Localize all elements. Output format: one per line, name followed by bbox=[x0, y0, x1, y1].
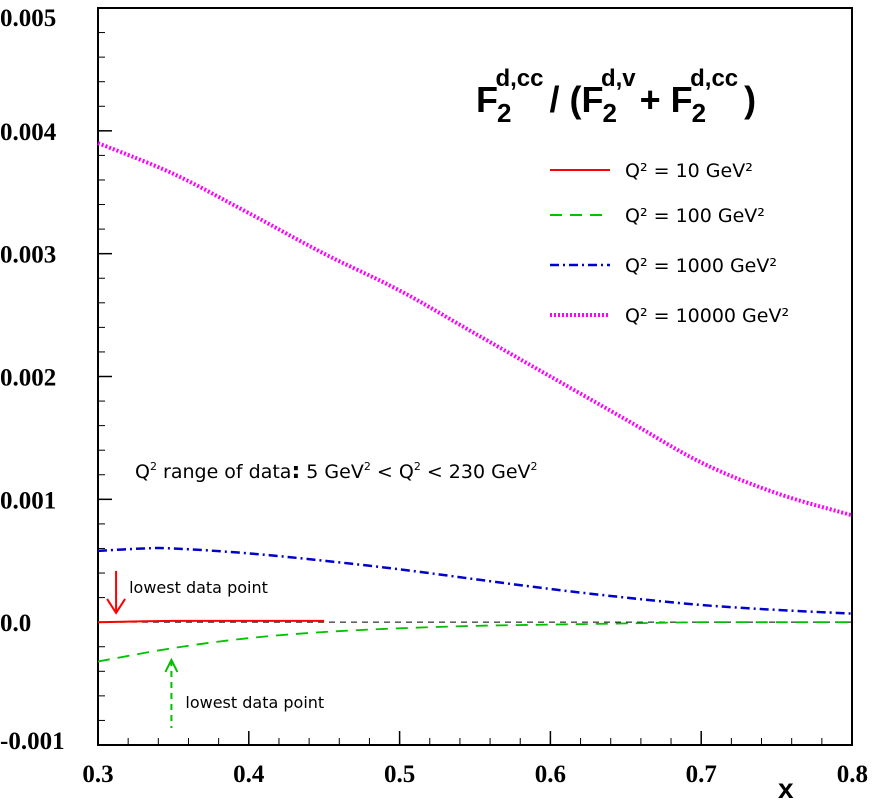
legend-label-q2-100: Q² = 100 GeV² bbox=[625, 205, 765, 227]
y-tick-label: 0.001 bbox=[0, 487, 56, 514]
plot-border bbox=[97, 7, 853, 746]
y-tick-label: -0.001 bbox=[0, 728, 65, 755]
range-part-7: 2 bbox=[414, 460, 421, 473]
x-tick-label: 0.7 bbox=[686, 761, 717, 788]
series-line-3 bbox=[97, 141, 853, 518]
axis-ticks bbox=[97, 7, 853, 746]
legend: Q² = 10 GeV² Q² = 100 GeV² Q² = 1000 GeV… bbox=[550, 160, 789, 327]
axis-tick-labels: 0.3 0.4 0.5 0.6 0.7 0.8 -0.001 0.0 0.001 0.002 0.0… bbox=[0, 5, 868, 788]
title-part-6: + F bbox=[640, 79, 693, 120]
x-tick-label: 0.5 bbox=[384, 761, 415, 788]
range-part-2: range of data bbox=[157, 461, 291, 483]
range-part-4: 5 GeV bbox=[300, 461, 364, 483]
y-tick-label: 0.003 bbox=[0, 242, 56, 269]
range-part-6: < Q bbox=[371, 461, 414, 483]
annotations: lowest data point lowest data point bbox=[106, 570, 324, 728]
range-part-5: 2 bbox=[364, 460, 371, 473]
title-part-1: 2 bbox=[497, 98, 511, 128]
range-part-3: : bbox=[291, 459, 300, 484]
y-tick-label: 0.004 bbox=[0, 119, 57, 146]
chart-title: F2d,cc/ (F2d,v+ F2d,cc) bbox=[476, 65, 756, 128]
arrow-head bbox=[106, 598, 126, 615]
title-part-2: d,cc bbox=[495, 65, 543, 92]
y-tick-label: 0.005 bbox=[0, 5, 56, 32]
data-range-note: Q2 range of data: 5 GeV2 < Q2 < 230 GeV2 bbox=[135, 459, 538, 484]
range-part-8: < 230 GeV bbox=[421, 461, 531, 483]
range-part-0: Q bbox=[135, 461, 150, 483]
range-part-9: 2 bbox=[531, 460, 538, 473]
y-tick-label: 0.002 bbox=[0, 365, 56, 392]
plot-frame bbox=[97, 7, 853, 746]
legend-label-q2-10000: Q² = 10000 GeV² bbox=[625, 305, 789, 327]
series-lines bbox=[97, 141, 853, 663]
x-tick-label: 0.6 bbox=[535, 761, 566, 788]
annotation-lowest-data-point: lowest data point bbox=[164, 657, 324, 728]
range-part-1: 2 bbox=[150, 460, 157, 473]
x-tick-label: 0.4 bbox=[233, 761, 265, 788]
series-line-0 bbox=[97, 619, 325, 624]
title-part-5: d,v bbox=[601, 65, 636, 92]
annotation-label: lowest data point bbox=[129, 578, 268, 597]
title-part-3: / (F bbox=[550, 79, 604, 120]
series-line-1 bbox=[97, 621, 852, 663]
title-part-4: 2 bbox=[602, 98, 616, 128]
title-part-7: 2 bbox=[692, 98, 706, 128]
series-line-2 bbox=[97, 546, 853, 615]
x-tick-label: 0.8 bbox=[837, 761, 868, 788]
legend-label-q2-1000: Q² = 1000 GeV² bbox=[625, 255, 777, 277]
x-axis-label: x bbox=[778, 773, 794, 800]
title-part-0: F bbox=[476, 79, 498, 120]
y-tick-label: 0.0 bbox=[0, 610, 31, 637]
legend-label-q2-10: Q² = 10 GeV² bbox=[625, 160, 753, 182]
arrow-head bbox=[164, 657, 179, 673]
title-part-9: ) bbox=[744, 79, 756, 120]
annotation-lowest-data-point: lowest data point bbox=[106, 570, 268, 615]
title-part-8: d,cc bbox=[690, 65, 738, 92]
x-tick-label: 0.3 bbox=[82, 761, 113, 788]
annotation-label: lowest data point bbox=[185, 693, 324, 712]
